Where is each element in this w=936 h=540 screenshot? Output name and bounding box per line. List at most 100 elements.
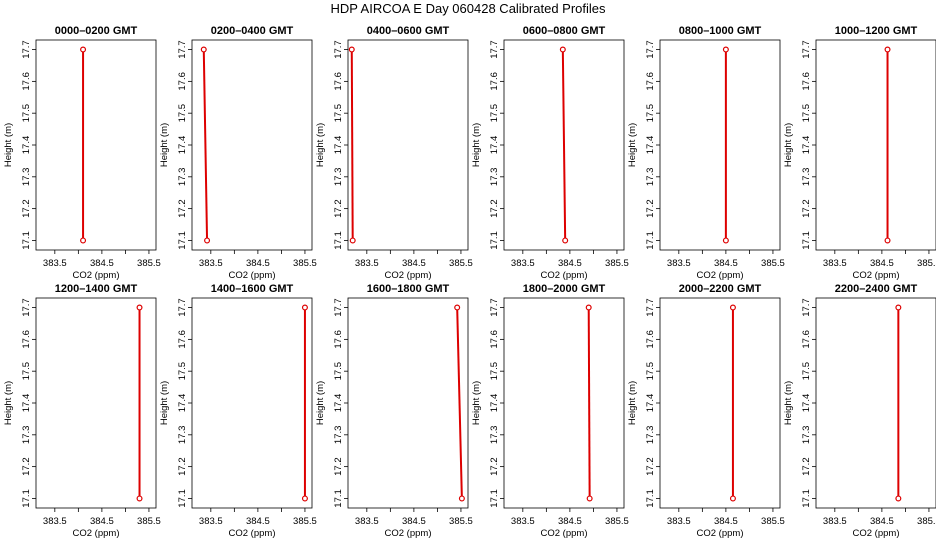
x-axis-label: CO2 (ppm): [229, 528, 276, 539]
y-tick-label: 17.1: [177, 489, 188, 508]
y-tick-label: 17.6: [489, 72, 500, 91]
x-tick-label: 383.5: [43, 516, 67, 527]
profile-point: [895, 495, 902, 502]
x-tick-label: 385.5: [605, 516, 629, 527]
x-axis-label: CO2 (ppm): [541, 528, 588, 539]
plot-frame: [191, 297, 313, 509]
y-axis-label: Height (m): [627, 381, 638, 425]
x-tick-label: 384.5: [870, 516, 894, 527]
panel-title: 1000–1200 GMT: [835, 25, 918, 37]
y-tick-label: 17.6: [177, 72, 188, 91]
y-tick-label: 17.6: [645, 72, 656, 91]
plot-frame: [347, 297, 469, 509]
profile-line: [202, 49, 209, 241]
y-tick-label: 17.2: [333, 199, 344, 218]
y-tick-label: 17.4: [645, 394, 656, 413]
profile-panel: 0200–0400 GMT 383.5 384.5 385.5 CO2 (ppm) 17.…: [159, 25, 317, 281]
profile-panel: 1000–1200 GMT 383.5 384.5 385.5 CO2 (ppm) 17.…: [783, 25, 936, 281]
y-tick-label: 17.4: [801, 394, 812, 413]
y-tick-label: 17.5: [21, 104, 32, 123]
profile-point: [454, 304, 461, 311]
plot-frame: [503, 297, 625, 509]
y-tick-label: 17.4: [333, 394, 344, 413]
panel-title: 1200–1400 GMT: [55, 283, 138, 295]
y-tick-label: 17.7: [177, 40, 188, 59]
x-tick-label: 383.5: [355, 516, 379, 527]
y-tick-label: 17.6: [21, 330, 32, 349]
y-tick-label: 17.6: [333, 72, 344, 91]
y-tick-label: 17.1: [333, 231, 344, 250]
x-tick-label: 383.5: [511, 516, 535, 527]
plot-frame: [659, 297, 781, 509]
profile-point: [722, 46, 729, 53]
y-tick-label: 17.1: [801, 231, 812, 250]
y-tick-label: 17.7: [645, 298, 656, 317]
panel-title: 2000–2200 GMT: [679, 283, 762, 295]
y-tick-label: 17.3: [21, 426, 32, 445]
y-tick-label: 17.4: [489, 136, 500, 155]
x-tick-label: 385.5: [137, 258, 161, 269]
x-tick-label: 385.5: [605, 258, 629, 269]
panel-grid: 0000–0200 GMT 383.5 384.5 385.5 CO2 (ppm) 17.…: [3, 25, 936, 539]
panel-title: 0200–0400 GMT: [211, 25, 294, 37]
x-tick-label: 384.5: [90, 258, 114, 269]
profile-point: [349, 237, 356, 244]
x-axis-label: CO2 (ppm): [697, 528, 744, 539]
y-tick-label: 17.6: [801, 330, 812, 349]
x-axis-label: CO2 (ppm): [541, 270, 588, 281]
plot-frame: [35, 39, 157, 251]
y-tick-label: 17.5: [21, 362, 32, 381]
y-tick-label: 17.3: [645, 426, 656, 445]
x-tick-label: 383.5: [43, 258, 67, 269]
y-tick-label: 17.7: [333, 298, 344, 317]
y-tick-label: 17.7: [21, 40, 32, 59]
profile-panel: 2000–2200 GMT 383.5 384.5 385.5 CO2 (ppm) 17.…: [627, 283, 785, 539]
y-tick-label: 17.7: [177, 298, 188, 317]
y-tick-label: 17.2: [489, 457, 500, 476]
x-axis-label: CO2 (ppm): [697, 270, 744, 281]
x-tick-label: 384.5: [402, 516, 426, 527]
y-axis-label: Height (m): [627, 123, 638, 167]
y-tick-label: 17.1: [177, 231, 188, 250]
profile-point: [136, 495, 143, 502]
profile-point: [301, 304, 308, 311]
profile-point: [80, 46, 87, 53]
x-tick-label: 383.5: [823, 516, 847, 527]
profile-line: [561, 49, 567, 241]
y-tick-label: 17.5: [333, 104, 344, 123]
y-tick-label: 17.2: [333, 457, 344, 476]
y-tick-label: 17.1: [645, 231, 656, 250]
profile-point: [729, 495, 736, 502]
y-tick-label: 17.4: [21, 394, 32, 413]
y-tick-label: 17.6: [801, 72, 812, 91]
y-tick-label: 17.1: [489, 231, 500, 250]
plot-frame: [659, 39, 781, 251]
profile-panel: 1200–1400 GMT 383.5 384.5 385.5 CO2 (ppm) 17.…: [3, 283, 161, 539]
profile-point: [729, 304, 736, 311]
profile-panel: 1600–1800 GMT 383.5 384.5 385.5 CO2 (ppm) 17.…: [315, 283, 473, 539]
x-tick-label: 383.5: [199, 258, 223, 269]
x-tick-label: 385.5: [761, 258, 785, 269]
y-tick-label: 17.3: [177, 168, 188, 187]
profile-panel: 1400–1600 GMT 383.5 384.5 385.5 CO2 (ppm) 17.…: [159, 283, 317, 539]
y-tick-label: 17.1: [21, 489, 32, 508]
y-tick-label: 17.4: [177, 136, 188, 155]
x-tick-label: 384.5: [246, 516, 270, 527]
profile-point: [884, 237, 891, 244]
y-tick-label: 17.4: [645, 136, 656, 155]
profile-point: [301, 495, 308, 502]
y-tick-label: 17.2: [645, 457, 656, 476]
y-tick-label: 17.3: [801, 426, 812, 445]
y-tick-label: 17.6: [489, 330, 500, 349]
profile-point: [200, 46, 207, 53]
y-tick-label: 17.1: [645, 489, 656, 508]
panel-title: 1400–1600 GMT: [211, 283, 294, 295]
x-tick-label: 384.5: [402, 258, 426, 269]
y-tick-label: 17.5: [333, 362, 344, 381]
y-tick-label: 17.6: [645, 330, 656, 349]
x-tick-label: 385.5: [293, 516, 317, 527]
y-tick-label: 17.5: [489, 104, 500, 123]
y-tick-label: 17.5: [489, 362, 500, 381]
profile-point: [559, 46, 566, 53]
y-tick-label: 17.3: [489, 426, 500, 445]
